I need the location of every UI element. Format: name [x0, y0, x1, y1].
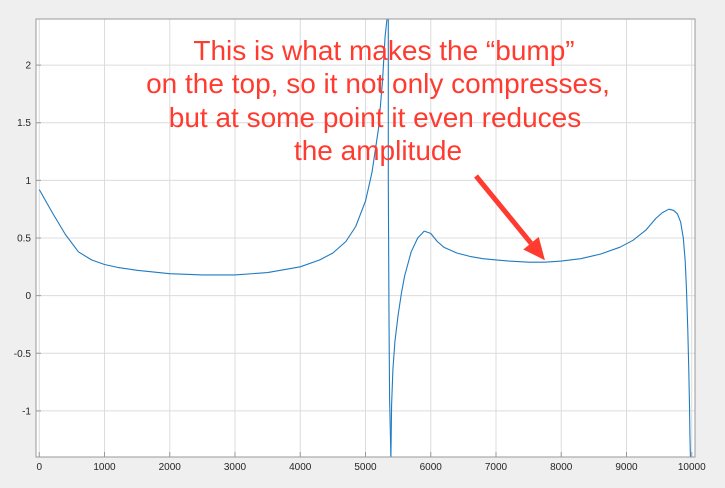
x-tick-label: 9000 [615, 462, 638, 473]
x-tick-label: 10000 [678, 462, 706, 473]
tick-labels: 0 1000 2000 3000 4000 5000 6000 7000 8000 9000 100… [14, 61, 706, 473]
y-tick-label: 2 [25, 61, 31, 72]
annotation-line-3: but at some point it even reduces [169, 102, 581, 133]
x-tick-label: 2000 [159, 462, 182, 473]
annotation: This is what makes the “bump” on the top… [146, 35, 610, 261]
x-tick-label: 1000 [93, 462, 116, 473]
series-line [38, 19, 389, 276]
annotation-arrow-head [523, 236, 545, 261]
x-tick-label: 5000 [354, 462, 377, 473]
x-tick-label: 3000 [224, 462, 247, 473]
x-tick-label: 0 [36, 462, 42, 473]
y-tick-label: -0.5 [14, 349, 32, 360]
annotation-line-2: on the top, so it not only compresses, [146, 68, 610, 99]
x-tick-label: 4000 [289, 462, 312, 473]
x-tick-label: 7000 [485, 462, 508, 473]
x-tick-label: 8000 [550, 462, 573, 473]
y-tick-label: 1 [25, 176, 31, 187]
y-tick-label: 0.5 [17, 234, 31, 245]
series-line [387, 19, 392, 457]
grid-lines [36, 19, 695, 457]
y-tick-label: -1 [22, 406, 31, 417]
series-line [390, 208, 691, 457]
y-tick-label: 1.5 [17, 118, 31, 129]
annotation-arrow-shaft [474, 174, 533, 245]
annotation-line-4: the amplitude [294, 135, 462, 166]
annotation-line-1: This is what makes the “bump” [193, 35, 574, 66]
series-layer [38, 19, 691, 457]
x-tick-label: 6000 [420, 462, 443, 473]
y-tick-label: 0 [25, 291, 31, 302]
